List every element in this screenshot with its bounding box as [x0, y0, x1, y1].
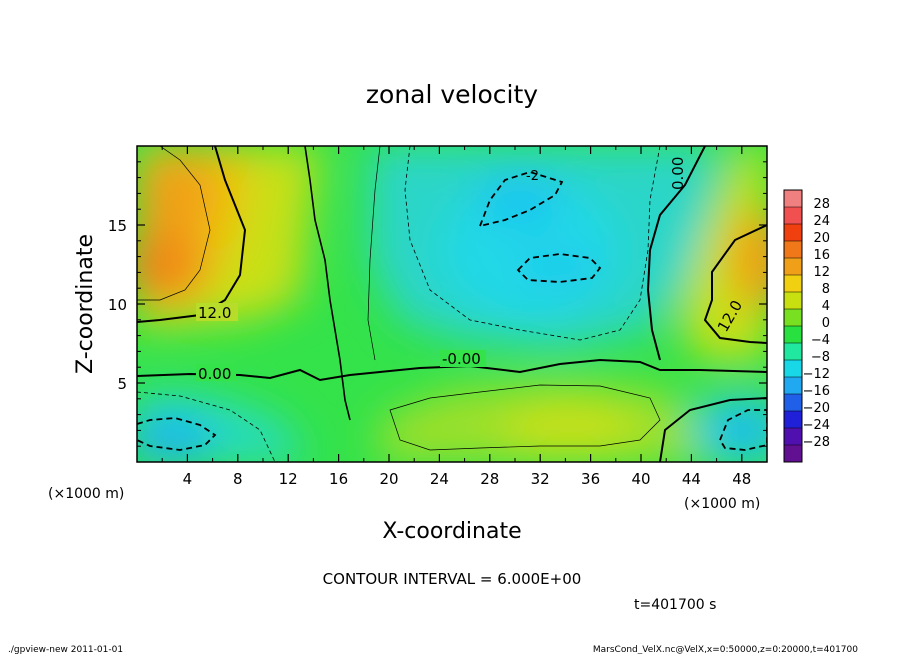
x-unit-label: (×1000 m) [48, 486, 124, 502]
colorbar-swatch [784, 377, 802, 395]
contour-negative-bottom-left [137, 417, 217, 451]
colorbar-swatch [784, 445, 802, 463]
x-tick-label: 4 [183, 470, 193, 488]
colorbar-label: −16 [803, 384, 830, 399]
contour-thin-middle [367, 146, 381, 361]
contour-label-zero-middle: -0.00 [442, 350, 481, 368]
colorbar-label: 16 [813, 248, 830, 263]
x-tick-label: 44 [682, 470, 701, 488]
chart-title: zonal velocity [366, 80, 538, 109]
colorbar-label: −4 [811, 333, 830, 348]
region-right-positive [680, 146, 767, 360]
colorbar-label: 0 [822, 316, 830, 331]
x-tick-label: 12 [279, 470, 298, 488]
x-tick-label: 16 [329, 470, 348, 488]
contour-thin-left [137, 146, 211, 301]
y-ticks: 5 10 15 [108, 161, 767, 447]
contour-negative-small-top [478, 171, 564, 228]
region-left-top [137, 155, 215, 235]
contour-negative-lower-left-thin [137, 391, 276, 462]
x-tick-label: 28 [480, 470, 499, 488]
contour-zero-upper-right [646, 146, 706, 361]
contour-zero-lower-right [659, 397, 767, 462]
contour-label-zero-upper-right: 0.00 [669, 157, 687, 190]
colorbar-label: 28 [813, 197, 830, 212]
region-bottom-left-core [137, 415, 215, 462]
colorbar-swatch [784, 360, 802, 378]
x-tick-label: 48 [732, 470, 751, 488]
time-label: t=401700 s [634, 597, 716, 613]
x-tick-label: 32 [531, 470, 550, 488]
contour-zero-lower [137, 358, 767, 382]
contour-label-neg2: -2 [526, 169, 539, 184]
region-core-negative-mid [516, 252, 600, 284]
contour-thin-bottom [389, 384, 661, 451]
colorbar-label: 8 [822, 282, 830, 297]
colorbar-swatch [784, 411, 802, 429]
footer-left: ./gpview-new 2011-01-01 [8, 645, 123, 654]
colorbar-label: 20 [813, 231, 830, 246]
region-left-peak [137, 225, 205, 305]
x-tick-label: 24 [430, 470, 449, 488]
colorbar-label: 4 [822, 299, 830, 314]
region-core-negative-top [475, 170, 565, 230]
colorbar-label: −8 [811, 350, 830, 365]
x-axis-title: X-coordinate [382, 519, 521, 544]
y-tick-label: 5 [117, 375, 127, 393]
contour-negative-small-mid [516, 253, 602, 283]
contour-label-12-left: 12.0 [198, 304, 231, 322]
colorbar-label: 24 [813, 214, 830, 229]
colorbar-label: 12 [813, 265, 830, 280]
colorbar-label: −28 [803, 435, 830, 450]
y-axis-title: Z-coordinate [73, 234, 98, 374]
colorbar-swatch [784, 428, 802, 446]
x-tick-label: 40 [631, 470, 650, 488]
colorbar-swatch [784, 224, 802, 242]
contour-label-zero-left: 0.00 [198, 365, 231, 383]
contour-negative-upper [404, 146, 661, 341]
region-right-peak [730, 210, 767, 310]
footer-right: MarsCond_VelX.nc@VelX,x=0:50000,z=0:2000… [593, 645, 858, 654]
colorbar-swatch [784, 241, 802, 259]
colorbar-swatch [784, 207, 802, 225]
y-tick-label: 15 [108, 217, 127, 235]
colorbar-label: −24 [803, 418, 830, 433]
colorbar-swatch [784, 326, 802, 344]
contour-zero-vertical [304, 146, 351, 421]
colorbar-swatch [784, 190, 802, 208]
colorbar: 28 24 20 16 12 8 4 0 −4 −8 −12 −16 −20 −24 −28 [783, 189, 830, 463]
colorbar-swatch [784, 292, 802, 310]
colorbar-label: −20 [803, 401, 830, 416]
velocity-field: 12.0 0.00 -0.00 0.00 12.0 -2 [137, 146, 767, 462]
colorbar-swatch [784, 258, 802, 276]
colorbar-label: −12 [803, 367, 830, 382]
colorbar-swatch [784, 309, 802, 327]
colorbar-swatch [784, 394, 802, 412]
colorbar-swatch [784, 275, 802, 293]
contour-negative-bottom-right [718, 409, 767, 451]
region-bottom-peak [500, 405, 640, 455]
x-tick-label: 36 [581, 470, 600, 488]
x-tick-label: 8 [233, 470, 243, 488]
contour-interval: CONTOUR INTERVAL = 6.000E+00 [323, 570, 582, 588]
x-unit-label-right: (×1000 m) [684, 496, 760, 512]
y-tick-label: 10 [108, 296, 127, 314]
contour-12-left [137, 146, 247, 323]
x-ticks: 4 8 12 16 20 24 28 32 36 40 44 48 [161, 146, 751, 488]
contour-12-right [703, 224, 767, 344]
x-tick-label: 20 [379, 470, 398, 488]
colorbar-swatch [784, 343, 802, 361]
